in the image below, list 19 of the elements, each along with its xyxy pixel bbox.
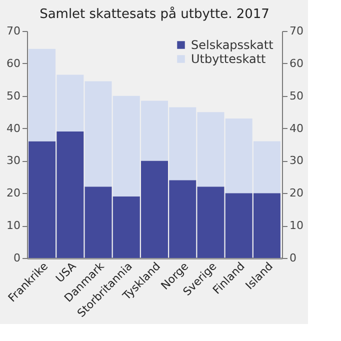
y2-tick-label: 10 [290, 219, 304, 232]
y2-tick-label: 40 [290, 122, 304, 135]
y-tick-label: 10 [6, 219, 20, 232]
y2-tick-label: 20 [290, 186, 304, 200]
y-tick-label: 40 [6, 122, 20, 135]
chart-title: Samlet skattesats på utbytte. 2017 [40, 6, 270, 22]
y-tick-label: 60 [6, 56, 20, 70]
y2-tick-label: 0 [290, 252, 296, 264]
legend-label: Utbytteskatt [191, 52, 266, 66]
y-tick-label: 20 [6, 186, 20, 200]
y-tick-label: 30 [6, 154, 20, 168]
y-tick-label: 70 [6, 24, 20, 38]
y2-tick-label: 30 [290, 154, 304, 168]
y2-tick-label: 70 [290, 24, 304, 38]
y2-tick-label: 50 [290, 89, 304, 102]
legend-label: Selskapsskatt [191, 38, 274, 52]
y-tick-label: 0 [14, 252, 20, 264]
y2-tick-label: 60 [290, 56, 304, 70]
y-tick-label: 50 [6, 89, 20, 102]
